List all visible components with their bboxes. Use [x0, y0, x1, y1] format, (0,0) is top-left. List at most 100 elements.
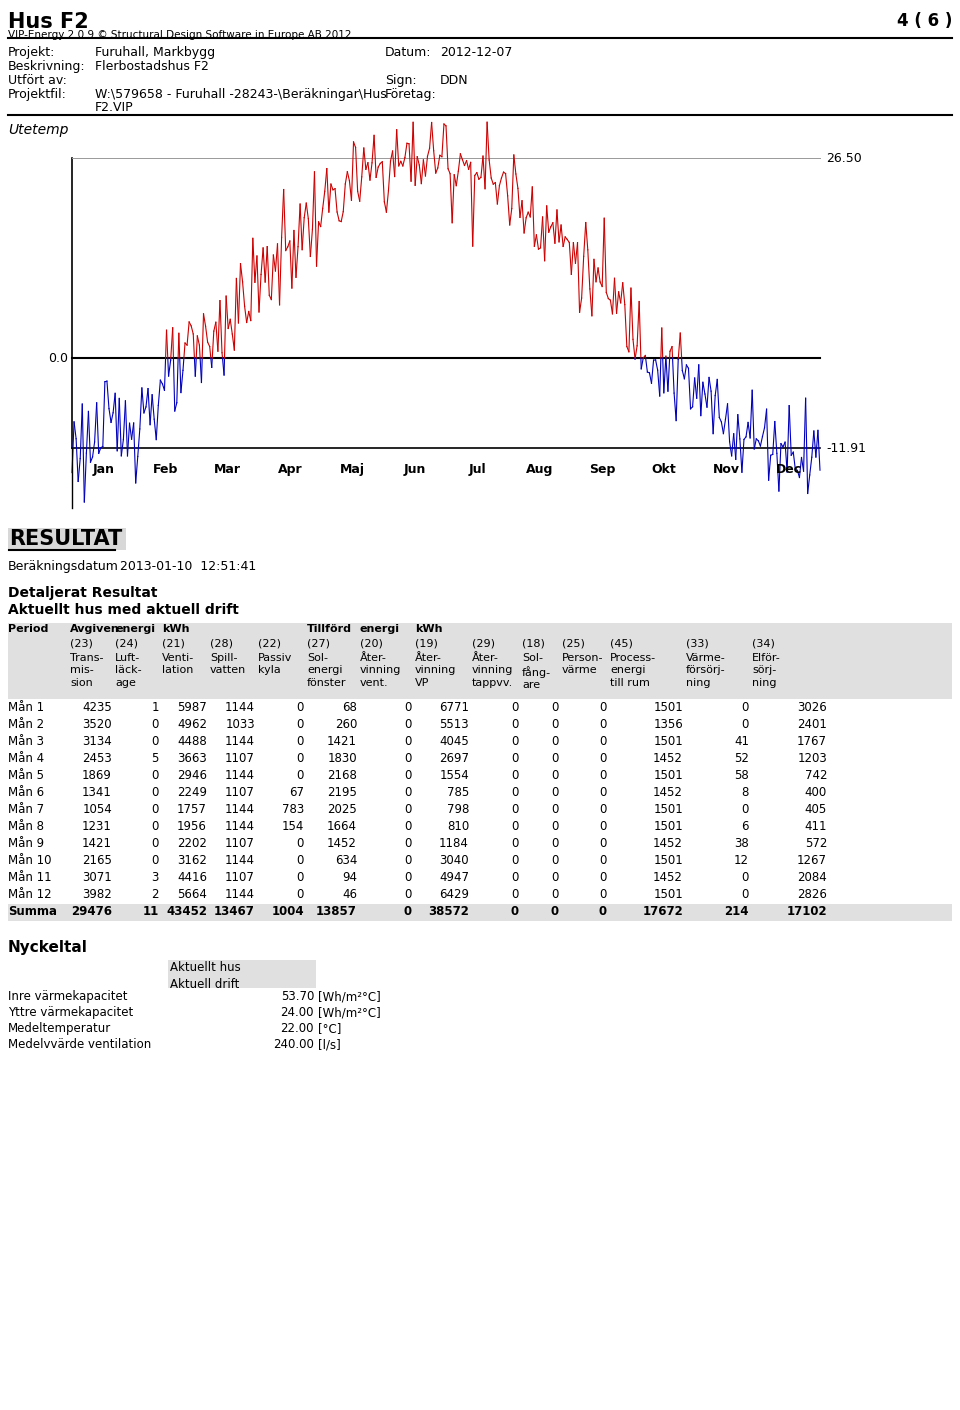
Text: 5664: 5664	[178, 888, 207, 901]
Text: 0: 0	[512, 752, 519, 766]
Text: 1004: 1004	[272, 905, 304, 918]
Text: 1107: 1107	[226, 785, 255, 799]
Text: 0: 0	[552, 735, 559, 747]
Text: 22.00: 22.00	[280, 1022, 314, 1035]
Bar	[8, 637, 952, 651]
Text: Medelvvärde ventilation: Medelvvärde ventilation	[8, 1038, 152, 1050]
Text: 1757: 1757	[178, 804, 207, 816]
Text: Mån 1: Mån 1	[8, 701, 44, 713]
Text: 41: 41	[734, 735, 749, 747]
Text: Mån 11: Mån 11	[8, 871, 52, 884]
Text: 1144: 1144	[225, 735, 255, 747]
Text: 0: 0	[152, 854, 159, 867]
Text: 0: 0	[297, 718, 304, 730]
Text: Sol-
fång-
are: Sol- fång- are	[522, 653, 551, 691]
Text: 1421: 1421	[327, 735, 357, 747]
Text: Sol-
energi
fönster: Sol- energi fönster	[307, 653, 347, 688]
Text: 634: 634	[335, 854, 357, 867]
Text: 29476: 29476	[71, 905, 112, 918]
Text: Jan: Jan	[92, 462, 114, 477]
Text: (22): (22)	[258, 639, 281, 649]
Text: 0: 0	[152, 785, 159, 799]
Text: 3520: 3520	[83, 718, 112, 730]
Text: 0: 0	[742, 701, 749, 713]
Text: Aug: Aug	[526, 462, 553, 477]
Text: Aktuellt hus
Aktuell drift: Aktuellt hus Aktuell drift	[170, 962, 241, 990]
Text: 26.50: 26.50	[826, 151, 862, 165]
Text: Sep: Sep	[588, 462, 615, 477]
Text: 1956: 1956	[178, 821, 207, 833]
Text: 0: 0	[552, 785, 559, 799]
Text: 11: 11	[143, 905, 159, 918]
Text: 810: 810	[446, 821, 469, 833]
Bar	[168, 960, 316, 988]
Text: 785: 785	[446, 785, 469, 799]
Text: 0: 0	[512, 804, 519, 816]
Text: Beskrivning:: Beskrivning:	[8, 61, 85, 73]
Text: 1452: 1452	[653, 871, 683, 884]
Text: 1869: 1869	[83, 768, 112, 783]
Text: 3040: 3040	[440, 854, 469, 867]
Text: 58: 58	[734, 768, 749, 783]
Text: 0: 0	[404, 701, 412, 713]
Text: 46: 46	[342, 888, 357, 901]
Text: Jul: Jul	[468, 462, 486, 477]
Text: 1554: 1554	[440, 768, 469, 783]
Text: 0.0: 0.0	[48, 351, 68, 365]
Text: 67: 67	[289, 785, 304, 799]
Text: Nyckeltal: Nyckeltal	[8, 940, 88, 955]
Text: 0: 0	[600, 701, 607, 713]
Text: 17102: 17102	[786, 905, 827, 918]
Text: Mån 8: Mån 8	[8, 821, 44, 833]
Text: 0: 0	[600, 804, 607, 816]
Text: 0: 0	[552, 821, 559, 833]
Text: 6771: 6771	[439, 701, 469, 713]
Text: 0: 0	[600, 735, 607, 747]
Text: 1144: 1144	[225, 888, 255, 901]
Text: energi: energi	[115, 625, 155, 634]
Text: 0: 0	[552, 768, 559, 783]
Text: Beräkningsdatum: Beräkningsdatum	[8, 560, 119, 572]
Text: 0: 0	[297, 701, 304, 713]
Text: 0: 0	[512, 888, 519, 901]
Text: 43452: 43452	[166, 905, 207, 918]
Text: 2946: 2946	[177, 768, 207, 783]
Text: 1184: 1184	[439, 838, 469, 850]
Text: 1421: 1421	[82, 838, 112, 850]
Text: 4235: 4235	[83, 701, 112, 713]
Text: (33): (33)	[686, 639, 708, 649]
Text: 1452: 1452	[653, 785, 683, 799]
Text: 0: 0	[404, 785, 412, 799]
Text: 3663: 3663	[178, 752, 207, 766]
Text: Summa: Summa	[8, 905, 57, 918]
Text: Period: Period	[8, 625, 48, 634]
Text: 0: 0	[152, 804, 159, 816]
Text: 0: 0	[600, 821, 607, 833]
Text: Venti-
lation: Venti- lation	[162, 653, 194, 675]
Text: 1054: 1054	[83, 804, 112, 816]
Text: Mån 3: Mån 3	[8, 735, 44, 747]
Text: 0: 0	[512, 735, 519, 747]
Text: 0: 0	[512, 838, 519, 850]
Text: 5513: 5513	[440, 718, 469, 730]
Text: 2202: 2202	[178, 838, 207, 850]
Text: Mån 2: Mån 2	[8, 718, 44, 730]
Text: (23): (23)	[70, 639, 93, 649]
Text: 1107: 1107	[226, 752, 255, 766]
Text: 400: 400	[804, 785, 827, 799]
Text: 0: 0	[552, 804, 559, 816]
Text: 1501: 1501	[653, 701, 683, 713]
Text: 13857: 13857	[316, 905, 357, 918]
Text: 1107: 1107	[226, 838, 255, 850]
Text: F2.VIP: F2.VIP	[95, 102, 133, 114]
Text: Yttre värmekapacitet: Yttre värmekapacitet	[8, 1005, 133, 1019]
Text: Åter-
vinning
VP: Åter- vinning VP	[415, 653, 456, 688]
Text: (21): (21)	[162, 639, 185, 649]
Text: 0: 0	[404, 752, 412, 766]
Text: 0: 0	[297, 871, 304, 884]
Text: 1107: 1107	[226, 871, 255, 884]
Text: 0: 0	[297, 854, 304, 867]
Text: W:\579658 - Furuhall -28243-\Beräkningar\Hus: W:\579658 - Furuhall -28243-\Beräkningar…	[95, 87, 387, 102]
Text: 0: 0	[742, 804, 749, 816]
Text: (20): (20)	[360, 639, 383, 649]
